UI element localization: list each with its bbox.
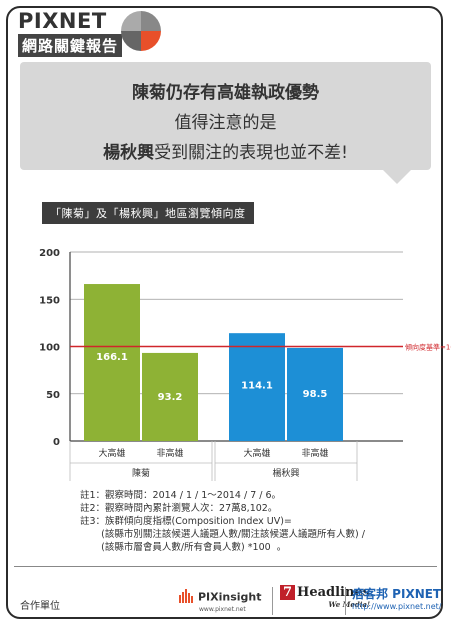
- pixnet-logo[interactable]: 痞客邦 PIXNET http://www.pixnet.net/: [352, 585, 441, 611]
- notes-block: 註1：觀察時間：2014 / 1 / 1～2014 / 7 / 6。 註2：觀察…: [80, 489, 365, 554]
- brand-block: PIXNET 網路關鍵報告: [18, 9, 123, 57]
- pixinsight-text: PIXinsight: [198, 590, 262, 604]
- reference-line-label: 傾向度基準=100: [405, 343, 451, 352]
- note-1: 註1：觀察時間：2014 / 1 / 1～2014 / 7 / 6。: [80, 490, 282, 501]
- brand-subtitle: 網路關鍵報告: [18, 34, 123, 57]
- note-5: (該縣市層會員人數/所有會員人數) *100 。: [80, 542, 287, 553]
- bar: [229, 333, 285, 441]
- note-2: 註2：觀察時間內累計瀏覽人次：27萬8,102。: [80, 503, 278, 514]
- y-axis-ticks: 0 50 100 150 200: [39, 248, 60, 448]
- pixinsight-logo[interactable]: PIXinsight www.pixnet.net: [179, 589, 262, 613]
- cooperation-label: 合作單位: [20, 601, 60, 612]
- headline-line-2: 值得注意的是: [174, 113, 277, 133]
- y-tick-label: 100: [39, 343, 60, 354]
- headline-box: 陳菊仍存有高雄執政優勢 值得注意的是 楊秋興受到關注的表現也並不差!: [20, 62, 431, 170]
- bars-logo-icon: [179, 589, 195, 606]
- headlines-text: Headlines: [297, 585, 371, 600]
- bar: [142, 352, 198, 441]
- footer-divider-1: [272, 587, 273, 615]
- x-category-label: 大高雄: [98, 447, 125, 459]
- pixnet-logo-text: 痞客邦 PIXNET: [352, 587, 442, 601]
- chart-bars: 166.1 93.2 114.1 98.5: [84, 284, 343, 441]
- headline-line-1: 陳菊仍存有高雄執政優勢: [132, 83, 319, 103]
- bar-value-label: 98.5: [303, 389, 328, 400]
- y-tick-label: 150: [39, 295, 60, 306]
- headlines-logo[interactable]: 7 Headlines We Media!: [280, 585, 370, 609]
- x-category-label: 非高雄: [156, 447, 183, 459]
- headline-line-3: 楊秋興受到關注的表現也並不差!: [20, 138, 431, 163]
- pixinsight-url: www.pixnet.net: [199, 606, 246, 613]
- pie-logo-icon: [121, 11, 161, 51]
- note-3: 註3：族群傾向度指標(Composition Index UV)=: [80, 516, 292, 527]
- group-label: 陳菊: [132, 468, 150, 479]
- x-category-label: 非高雄: [301, 447, 328, 459]
- bar-value-label: 114.1: [241, 380, 273, 391]
- seven-icon: 7: [280, 585, 296, 600]
- group-label: 楊秋興: [272, 467, 299, 479]
- headline-notch: [383, 170, 411, 184]
- headline-line-3-rest: 受到關注的表現也並不差!: [154, 143, 348, 163]
- headlines-tagline: We Media!: [328, 600, 371, 609]
- y-tick-label: 50: [46, 390, 60, 401]
- bar: [287, 347, 343, 441]
- footer: 合作單位 PIXinsight www.pixnet.net 7 Headline…: [14, 566, 441, 615]
- bar-value-label: 166.1: [96, 352, 128, 363]
- brand-name: PIXNET: [18, 9, 107, 33]
- y-tick-label: 0: [53, 437, 60, 448]
- pixnet-url: http://www.pixnet.net/: [352, 602, 442, 611]
- y-tick-label: 200: [39, 248, 60, 259]
- headline-highlight: 楊秋興: [103, 143, 155, 163]
- chart-title: 「陳菊」及「楊秋興」地區瀏覽傾向度: [42, 202, 254, 224]
- bar: [84, 284, 140, 441]
- footer-divider-2: [345, 587, 346, 615]
- bar-value-label: 93.2: [158, 392, 183, 403]
- reference-line-group: 傾向度基準=100: [70, 343, 451, 352]
- x-category-label: 大高雄: [243, 447, 270, 459]
- note-4: (該縣市別關注該候選人議題人數/關注該候選人議題所有人數) /: [80, 529, 365, 540]
